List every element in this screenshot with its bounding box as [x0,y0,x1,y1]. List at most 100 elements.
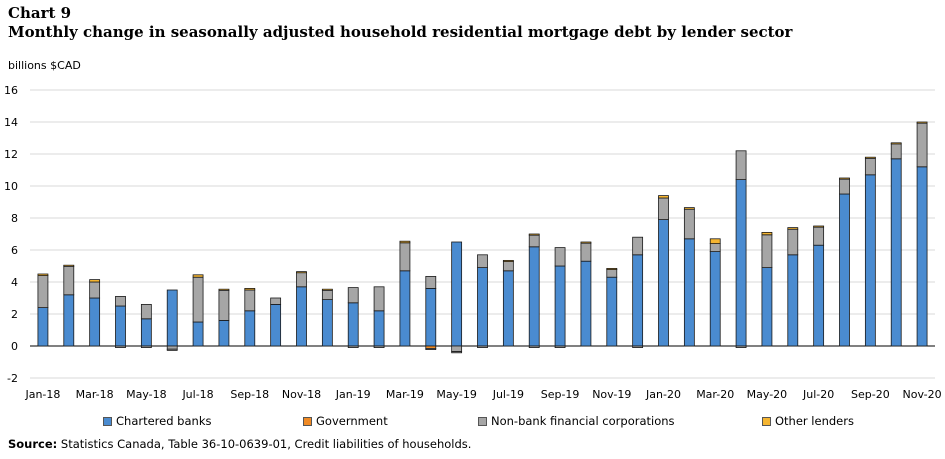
legend-item-non-bank: Non-bank financial corporations [478,414,675,428]
legend: Chartered banks Government Non-bank fina… [0,414,945,430]
legend-label: Chartered banks [116,414,212,428]
legend-swatch-other-lenders [762,416,771,426]
bar-segment-other-lenders [528,233,540,236]
bar-segment-non-bank-financial-corporations [787,228,799,256]
x-tick-label: Mar-18 [76,388,114,401]
bar-segment-chartered-banks [63,294,75,347]
y-tick-label: 10 [4,180,18,193]
bar-segment-other-lenders [761,231,773,236]
bar-segment-other-lenders [580,241,592,244]
x-tick-label: May-19 [436,388,477,401]
bar-segment-chartered-banks [658,219,669,347]
bar-segment-chartered-banks [37,307,49,347]
chart-title: Monthly change in seasonally adjusted ho… [8,23,793,41]
x-tick-label: Nov-19 [592,388,631,401]
bar-segment-chartered-banks [890,158,902,347]
bar-segment-other-lenders [37,273,49,277]
bar-segment-other-lenders [864,156,876,159]
bar-segment-other-lenders [502,259,514,262]
bar-segment-other-lenders [399,240,411,244]
legend-swatch-chartered-banks [103,416,112,426]
bar-segment-chartered-banks [166,289,178,347]
bar-segment-other-lenders [813,225,825,228]
bar-segment-non-bank-financial-corporations [528,234,540,248]
bar-segment-chartered-banks [477,267,488,347]
bar-segment-chartered-banks [321,299,333,347]
bar-segment-non-bank-financial-corporations [864,157,876,176]
bar-segment-non-bank-financial-corporations [580,242,592,262]
bar-segment-chartered-banks [244,310,256,347]
bar-segment-chartered-banks [813,244,825,347]
legend-label: Other lenders [775,414,854,428]
bar-segment-non-bank-financial-corporations [916,122,928,168]
bar-segment-non-bank-financial-corporations [451,345,463,352]
stacked-bar-chart: -2 0 2 4 6 8 10 12 14 16 Jan-18 Mar-18 May-18 Jul-18 S… [4,84,942,401]
bar-segment-non-bank-financial-corporations [813,226,825,246]
bar-segment-adjustment [554,345,566,349]
bar-segment-non-bank-financial-corporations [373,286,385,312]
x-tick-label: Jul-20 [802,388,834,401]
bar-segment-chartered-banks [839,193,850,347]
y-tick-label: -2 [7,372,18,385]
bar-segment-chartered-banks [451,241,463,347]
source-note: Source: Statistics Canada, Table 36-10-0… [8,437,471,451]
bar-segment-chartered-banks [735,179,747,347]
bar-segment-non-bank-financial-corporations [606,268,618,278]
bar-segment-chartered-banks [373,310,385,347]
bar-segment-adjustment [140,345,152,349]
bar-segment-non-bank-financial-corporations [218,289,230,321]
bar-segment-non-bank-financial-corporations [89,281,101,299]
bar-segment-chartered-banks [399,270,411,347]
bar-segment-adjustment [425,347,437,350]
bar-segment-chartered-banks [502,270,514,347]
x-tick-label: Jul-19 [492,388,524,401]
y-tick-label: 8 [11,212,18,225]
bar-segment-non-bank-financial-corporations [270,297,282,305]
y-tick-label: 6 [11,244,18,257]
bar-segment-chartered-banks [140,318,152,347]
x-tick-label: Jan-18 [24,388,60,401]
bar-segment-other-lenders [244,287,256,291]
bar-segment-non-bank-financial-corporations [321,289,333,301]
bar-segment-adjustment [477,345,488,349]
bar-segment-non-bank-financial-corporations [140,303,152,320]
legend-item-chartered-banks: Chartered banks [103,414,211,428]
legend-label: Non-bank financial corporations [491,414,675,428]
bar-segment-other-lenders [709,238,721,245]
y-tick-label: 14 [4,116,18,129]
bar-segment-chartered-banks [554,265,566,347]
x-tick-label: May-18 [126,388,167,401]
source-prefix: Source: [8,437,58,451]
legend-item-other-lenders: Other lenders [762,414,854,428]
legend-swatch-non-bank [478,416,487,426]
bar-segment-non-bank-financial-corporations [37,275,49,309]
bar-segment-chartered-banks [864,174,876,347]
y-tick-label: 16 [4,84,18,97]
bar-segment-chartered-banks [425,287,437,347]
x-tick-label: Sep-20 [851,388,890,401]
bar-segment-chartered-banks [115,305,126,347]
bar-segment-chartered-banks [528,246,540,347]
y-tick-label: 4 [11,276,18,289]
bar-segment-chartered-banks [270,303,282,347]
y-tick-label: 12 [4,148,18,161]
bar-segment-non-bank-financial-corporations [502,260,514,272]
bar-segment-adjustment [166,348,178,351]
bar-segment-adjustment [115,345,126,349]
bar-segment-non-bank-financial-corporations [477,254,488,269]
x-tick-label: May-20 [747,388,788,401]
x-tick-label: Jul-18 [181,388,213,401]
source-text: Statistics Canada, Table 36-10-0639-01, … [57,437,472,451]
bar-segment-non-bank-financial-corporations [632,236,644,256]
bar-segment-non-bank-financial-corporations [735,150,747,181]
bar-segment-non-bank-financial-corporations [890,143,902,160]
bar-segment-non-bank-financial-corporations [63,265,75,296]
bar-segment-chartered-banks [192,321,204,347]
x-tick-label: Mar-20 [696,388,734,401]
bar-segment-non-bank-financial-corporations [709,243,721,253]
x-tick-label: Nov-18 [282,388,321,401]
y-tick-label: 0 [11,340,18,353]
bar-segment-non-bank-financial-corporations [115,295,126,307]
bar-segment-other-lenders [321,288,333,291]
bar-segment-non-bank-financial-corporations [399,242,411,272]
